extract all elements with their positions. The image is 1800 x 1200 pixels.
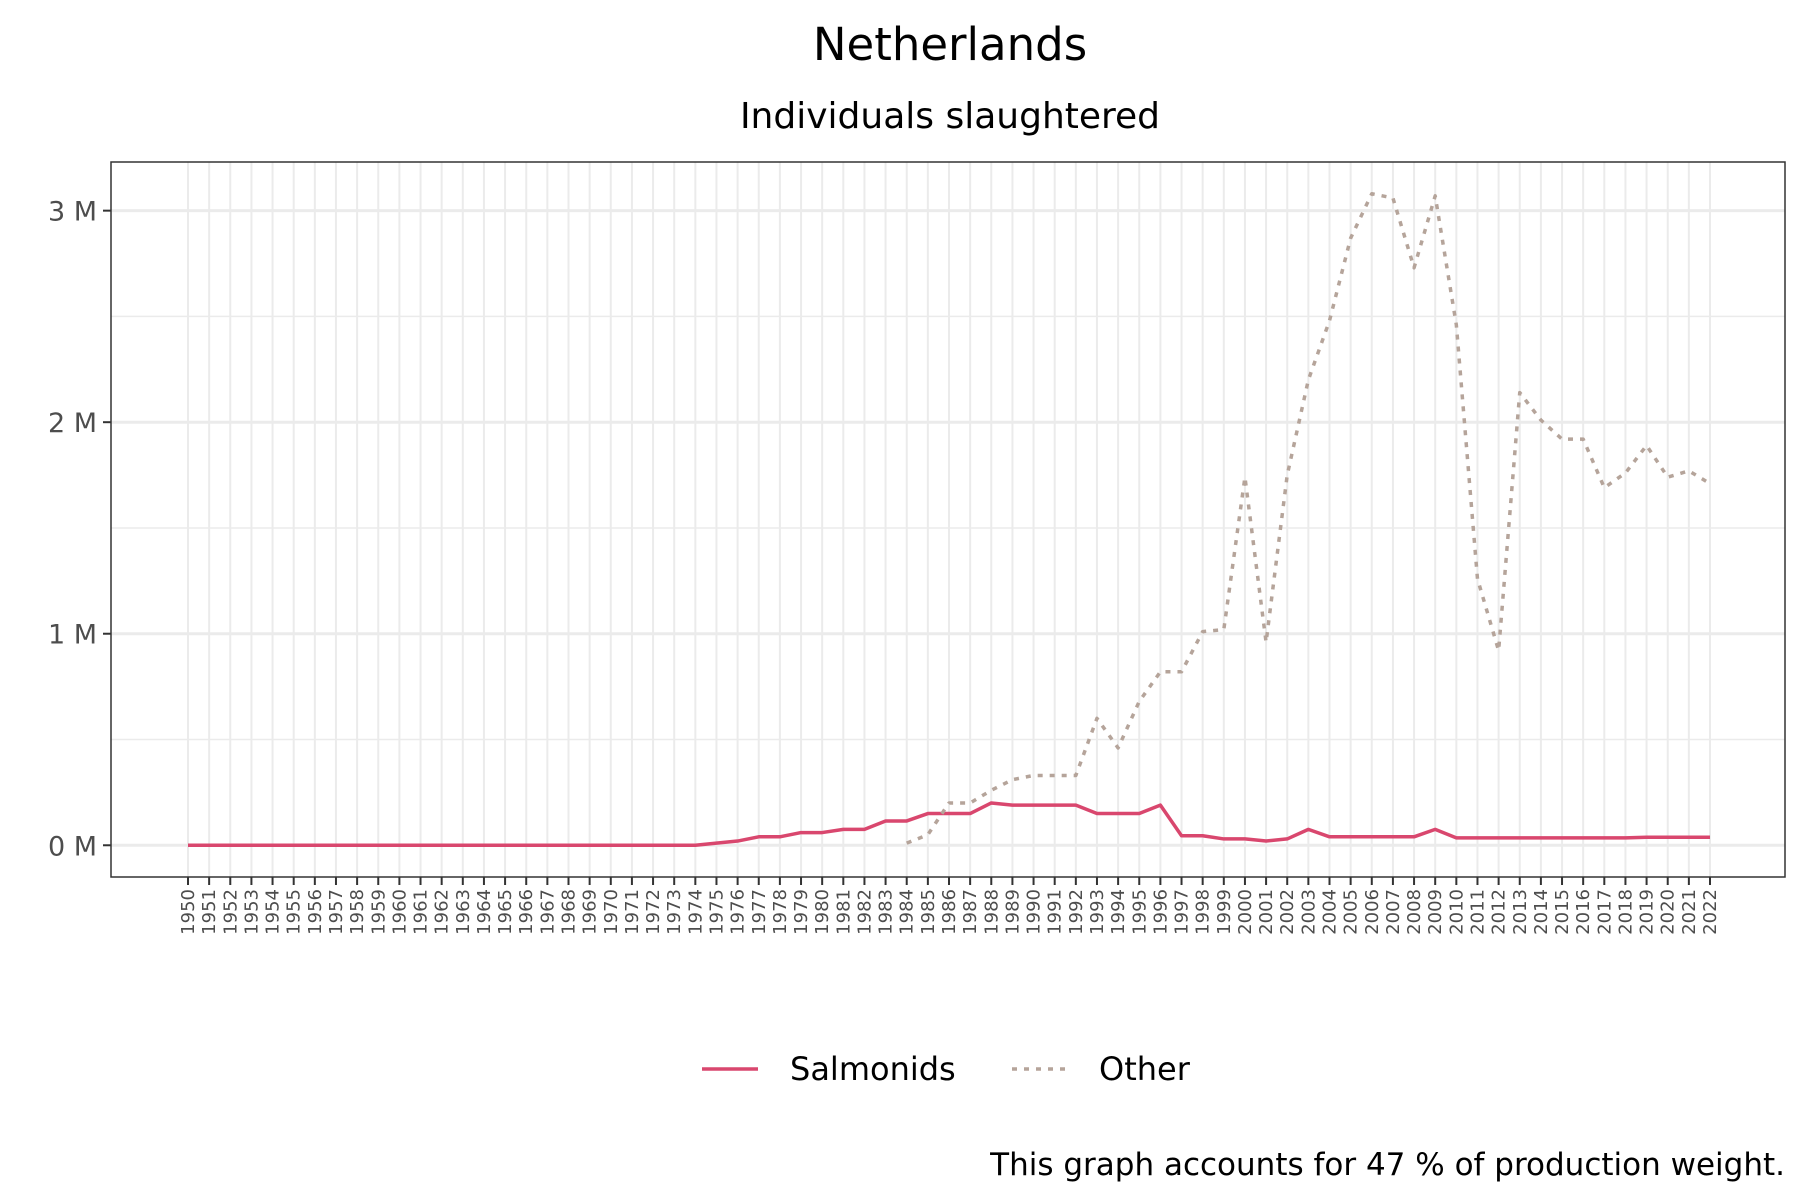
y-tick-label-2: 2 M	[48, 408, 97, 439]
x-tick-label-2014: 2014	[1531, 889, 1552, 935]
x-tick-label-1983: 1983	[876, 889, 897, 935]
x-tick-label-2004: 2004	[1320, 889, 1341, 935]
x-tick-label-1999: 1999	[1214, 889, 1235, 935]
x-tick-label-1968: 1968	[559, 889, 580, 935]
x-tick-label-1973: 1973	[664, 889, 685, 935]
x-tick-label-1969: 1969	[580, 889, 601, 935]
x-tick-label-1962: 1962	[432, 889, 453, 935]
x-tick-label-2008: 2008	[1404, 889, 1425, 935]
x-tick-label-2015: 2015	[1552, 889, 1573, 935]
x-tick-label-2020: 2020	[1658, 889, 1679, 935]
x-tick-label-1985: 1985	[918, 889, 939, 935]
x-tick-label-2011: 2011	[1467, 889, 1488, 935]
x-tick-label-1952: 1952	[220, 889, 241, 935]
x-tick-label-1967: 1967	[537, 889, 558, 935]
x-axis: 1950 1951 1952 1953 1954 1955 1956 1957 1958 1959…	[178, 877, 1721, 935]
x-tick-label-1998: 1998	[1193, 889, 1214, 935]
x-tick-label-1971: 1971	[622, 889, 643, 935]
x-tick-label-1991: 1991	[1045, 889, 1066, 935]
chart-title: Netherlands	[813, 18, 1087, 71]
y-tick-label-1: 1 M	[48, 620, 97, 651]
x-tick-label-1958: 1958	[347, 889, 368, 935]
legend-label-salmonids: Salmonids	[790, 1050, 956, 1088]
x-tick-label-1997: 1997	[1172, 889, 1193, 935]
x-tick-label-2017: 2017	[1594, 889, 1615, 935]
x-tick-label-2006: 2006	[1362, 889, 1383, 935]
x-tick-label-1980: 1980	[812, 889, 833, 935]
x-tick-label-1957: 1957	[326, 889, 347, 935]
x-tick-label-1956: 1956	[305, 889, 326, 935]
x-tick-label-1972: 1972	[643, 889, 664, 935]
x-tick-label-1976: 1976	[728, 889, 749, 935]
x-tick-label-1966: 1966	[516, 889, 537, 935]
x-tick-label-1992: 1992	[1066, 889, 1087, 935]
x-tick-label-2005: 2005	[1341, 889, 1362, 935]
y-tick-label-3: 3 M	[48, 197, 97, 228]
x-tick-label-2007: 2007	[1383, 889, 1404, 935]
x-tick-label-1988: 1988	[981, 889, 1002, 935]
x-tick-label-1963: 1963	[453, 889, 474, 935]
y-tick-label-0: 0 M	[48, 831, 97, 862]
x-tick-label-1984: 1984	[897, 889, 918, 935]
x-tick-label-1987: 1987	[960, 889, 981, 935]
x-tick-label-1981: 1981	[833, 889, 854, 935]
x-tick-label-2001: 2001	[1256, 889, 1277, 935]
grid	[111, 162, 1785, 877]
x-tick-label-2019: 2019	[1637, 889, 1658, 935]
x-tick-label-2018: 2018	[1615, 889, 1636, 935]
x-tick-label-1986: 1986	[939, 889, 960, 935]
x-tick-label-1961: 1961	[411, 889, 432, 935]
x-tick-label-1960: 1960	[389, 889, 410, 935]
chart-caption: This graph accounts for 47 % of producti…	[989, 1147, 1785, 1183]
legend-label-other: Other	[1099, 1050, 1191, 1088]
x-tick-label-2010: 2010	[1446, 889, 1467, 935]
y-axis: 0 M 1 M 2 M 3 M	[48, 197, 111, 862]
x-tick-label-1990: 1990	[1024, 889, 1045, 935]
x-tick-label-1953: 1953	[241, 889, 262, 935]
x-tick-label-1955: 1955	[284, 889, 305, 935]
x-tick-label-1950: 1950	[178, 889, 199, 935]
x-tick-label-1965: 1965	[495, 889, 516, 935]
x-tick-label-1994: 1994	[1108, 889, 1129, 935]
x-tick-label-1996: 1996	[1150, 889, 1171, 935]
x-tick-label-2012: 2012	[1489, 889, 1510, 935]
x-tick-label-1982: 1982	[854, 889, 875, 935]
x-tick-label-1951: 1951	[199, 889, 220, 935]
chart-subtitle: Individuals slaughtered	[740, 96, 1160, 137]
x-tick-label-1989: 1989	[1002, 889, 1023, 935]
series-line-salmonids	[188, 801, 1710, 848]
x-tick-label-2013: 2013	[1510, 889, 1531, 935]
x-tick-label-1979: 1979	[791, 889, 812, 935]
x-tick-label-2016: 2016	[1573, 889, 1594, 935]
x-tick-label-1964: 1964	[474, 889, 495, 935]
x-tick-label-2021: 2021	[1679, 889, 1700, 935]
x-tick-label-2000: 2000	[1235, 889, 1256, 935]
series-lines	[188, 191, 1711, 848]
x-tick-label-1970: 1970	[601, 889, 622, 935]
series-line-other	[906, 191, 1711, 845]
x-tick-label-2002: 2002	[1277, 889, 1298, 935]
x-tick-label-2003: 2003	[1298, 889, 1319, 935]
x-tick-label-1995: 1995	[1129, 889, 1150, 935]
x-tick-label-1974: 1974	[685, 889, 706, 935]
x-tick-label-1959: 1959	[368, 889, 389, 935]
x-tick-label-2022: 2022	[1700, 889, 1721, 935]
x-tick-label-1993: 1993	[1087, 889, 1108, 935]
x-tick-label-1977: 1977	[749, 889, 770, 935]
x-tick-label-1954: 1954	[263, 889, 284, 935]
x-tick-label-1978: 1978	[770, 889, 791, 935]
x-tick-label-1975: 1975	[706, 889, 727, 935]
x-tick-label-2009: 2009	[1425, 889, 1446, 935]
legend: Salmonids Other	[702, 1050, 1191, 1088]
